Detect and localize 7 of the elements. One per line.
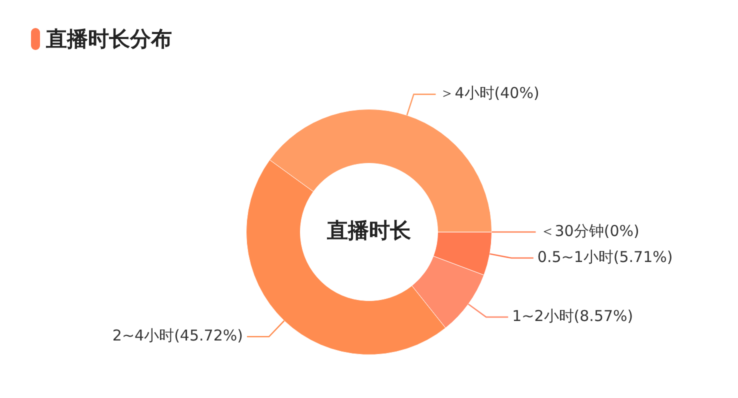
legend-label: ＜30分钟(0%) [540,222,640,240]
slice-label: 0.5~1小时(5.71%) [537,248,673,266]
slice-label: 2~4小时(45.72%) [112,326,243,345]
slice-label: ＞4小时(40%) [440,84,540,102]
text: 直播时长 [326,218,412,242]
slice-label: 1~2小时(8.57%) [512,306,634,325]
chart-title: 直播时长分布 [46,26,172,53]
